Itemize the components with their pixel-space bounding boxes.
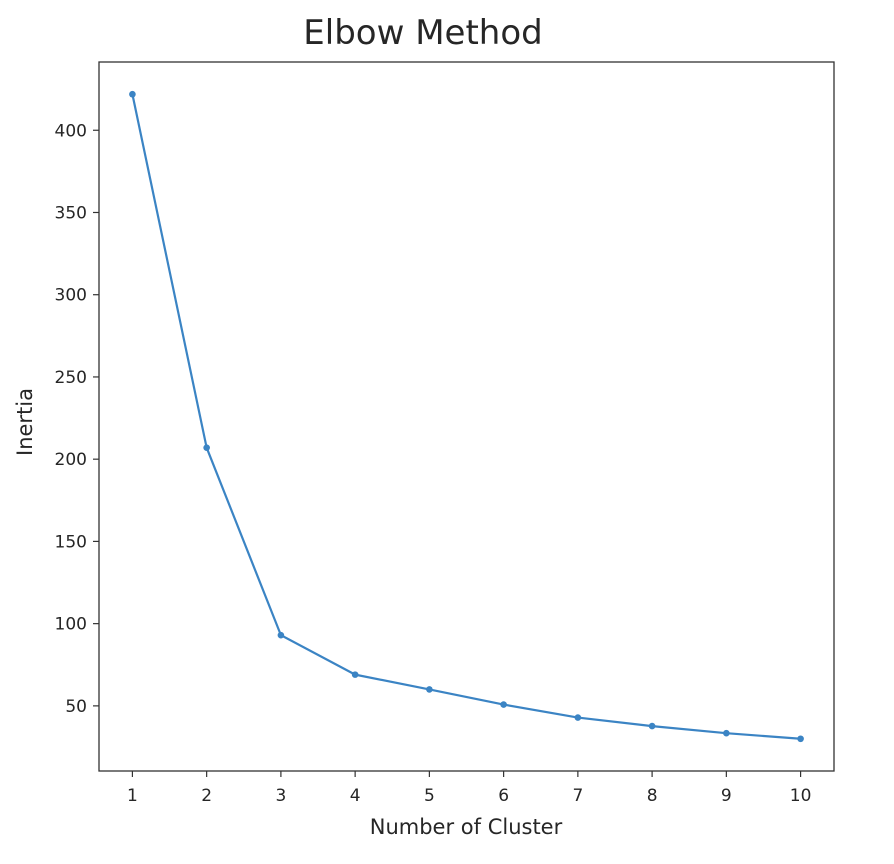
data-point — [797, 735, 804, 743]
data-point — [574, 714, 582, 721]
y-tick-label: 150 — [55, 532, 87, 552]
y-tick-label: 400 — [55, 121, 87, 141]
data-point — [500, 701, 507, 708]
data-point — [277, 631, 285, 639]
x-tick-label: 3 — [275, 786, 286, 806]
x-tick-label: 6 — [498, 786, 509, 806]
data-point — [203, 444, 210, 451]
y-tick-label: 250 — [55, 368, 87, 388]
x-tick-label: 8 — [647, 786, 658, 806]
x-tick-label: 4 — [350, 786, 361, 806]
y-tick-label: 50 — [65, 697, 87, 717]
x-tick-label: 10 — [790, 786, 812, 806]
plot-frame — [98, 61, 835, 772]
series-group — [129, 90, 804, 743]
data-point — [351, 671, 359, 678]
x-tick-label: 7 — [572, 786, 583, 806]
data-point — [426, 686, 433, 693]
y-axis-label: Inertia — [13, 388, 37, 456]
x-tick-label: 1 — [127, 786, 138, 806]
data-point — [723, 729, 730, 737]
y-tick-label: 100 — [55, 615, 87, 635]
x-tick-label: 5 — [424, 786, 435, 806]
data-point — [129, 90, 136, 98]
y-tick-label: 350 — [55, 203, 87, 223]
x-tick-label: 9 — [721, 786, 732, 806]
series-line — [131, 94, 801, 740]
y-tick-label: 200 — [55, 450, 87, 470]
chart-title: Elbow Method — [303, 13, 542, 53]
x-axis-ticks: 1 2 3 4 5 6 7 8 9 10 — [127, 771, 811, 806]
x-axis-label: Number of Cluster — [370, 815, 563, 839]
x-tick-label: 2 — [201, 786, 212, 806]
y-axis-ticks: 50 100 150 200 250 300 350 400 — [55, 121, 99, 717]
data-point — [648, 722, 656, 730]
y-tick-label: 300 — [55, 286, 87, 306]
